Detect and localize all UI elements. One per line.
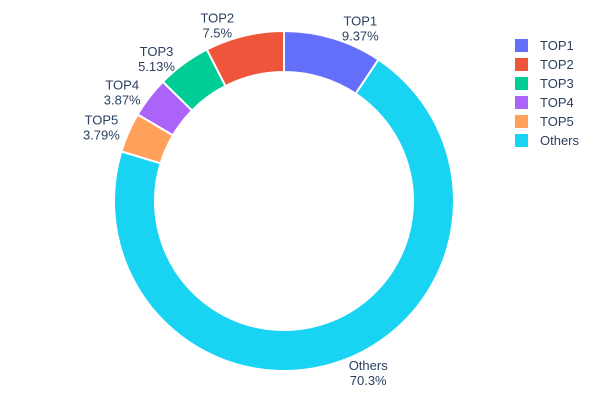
legend-label-top2: TOP2 bbox=[540, 57, 574, 72]
pie-slice-others[interactable] bbox=[113, 58, 455, 372]
legend: TOP1 TOP2 TOP3 TOP4 TOP5 Others bbox=[515, 39, 579, 147]
legend-item-top3[interactable]: TOP3 bbox=[515, 77, 579, 90]
legend-item-top4[interactable]: TOP4 bbox=[515, 96, 579, 109]
legend-label-top3: TOP3 bbox=[540, 76, 574, 91]
pie-slice-top2[interactable] bbox=[205, 29, 285, 88]
legend-label-top1: TOP1 bbox=[540, 38, 574, 53]
legend-swatch-top5 bbox=[515, 115, 528, 128]
legend-swatch-top4 bbox=[515, 96, 528, 109]
legend-label-top4: TOP4 bbox=[540, 95, 574, 110]
legend-swatch-top3 bbox=[515, 77, 528, 90]
legend-item-top2[interactable]: TOP2 bbox=[515, 58, 579, 71]
pie-slice-top3[interactable] bbox=[161, 48, 227, 112]
slice-label-top2: TOP2 7.5% bbox=[200, 11, 234, 41]
pie-slice-top5[interactable] bbox=[120, 113, 175, 165]
legend-swatch-top2 bbox=[515, 58, 528, 71]
slice-label-top3: TOP3 5.13% bbox=[138, 44, 175, 74]
legend-label-others: Others bbox=[540, 133, 580, 148]
legend-label-top5: TOP5 bbox=[540, 114, 574, 129]
slice-label-others: Others 70.3% bbox=[349, 358, 389, 388]
legend-swatch-top1 bbox=[515, 39, 528, 52]
legend-item-top5[interactable]: TOP5 bbox=[515, 115, 579, 128]
slice-label-top1: TOP1 9.37% bbox=[342, 13, 379, 43]
slice-label-top4: TOP4 3.87% bbox=[104, 77, 141, 107]
legend-swatch-others bbox=[515, 134, 528, 147]
slice-label-top5: TOP5 3.79% bbox=[83, 113, 120, 143]
legend-item-others[interactable]: Others bbox=[515, 134, 579, 147]
legend-item-top1[interactable]: TOP1 bbox=[515, 39, 579, 52]
